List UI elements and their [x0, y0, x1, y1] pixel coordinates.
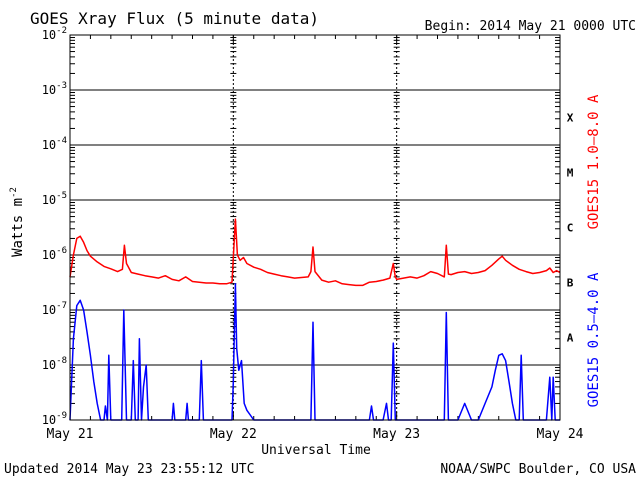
y-axis-label-text: Watts m: [10, 198, 26, 257]
y-tick-exponent: -4: [56, 136, 67, 146]
x-tick-label: May 21: [47, 427, 94, 442]
x-tick-label: May 23: [373, 427, 420, 442]
y-tick-exponent: -2: [56, 26, 67, 36]
y-tick-label: 10-9: [42, 411, 67, 427]
y-tick-label: 10-5: [42, 191, 67, 207]
flare-class-label: A: [567, 332, 574, 345]
y-tick-label: 10-8: [42, 356, 67, 372]
minor-ticks: [69, 35, 561, 420]
legend-series-long: GOES15 1.0–8.0 A: [586, 94, 602, 229]
y-tick-base: 10: [42, 83, 56, 97]
y-tick-exponent: -3: [56, 81, 67, 91]
flare-class-labels: X M C B A: [567, 112, 574, 345]
begin-label: Begin: 2014 May 21 0000 UTC: [425, 19, 636, 34]
chart-title: GOES Xray Flux (5 minute data): [30, 9, 319, 28]
x-tick-label: May 22: [210, 427, 257, 442]
y-axis-label-sup: -2: [9, 187, 19, 198]
y-tick-exponent: -9: [56, 411, 67, 421]
y-tick-label: 10-7: [42, 301, 67, 317]
credit-label: NOAA/SWPC Boulder, CO USA: [440, 462, 636, 477]
flare-class-label: B: [567, 277, 574, 290]
y-tick-base: 10: [42, 303, 56, 317]
y-tick-label: 10-4: [42, 136, 67, 152]
legend-series-short: GOES15 0.5–4.0 A: [586, 272, 602, 407]
y-tick-base: 10: [42, 193, 56, 207]
y-tick-exponent: -7: [56, 301, 67, 311]
y-tick-base: 10: [42, 28, 56, 42]
y-axis-label: Watts m-2: [9, 187, 26, 257]
flare-class-label: M: [567, 167, 574, 180]
y-tick-base: 10: [42, 138, 56, 152]
y-tick-label: 10-2: [42, 26, 67, 42]
y-tick-label: 10-3: [42, 81, 67, 97]
x-tick-labels: May 21 May 22 May 23 May 24: [47, 427, 584, 442]
series-lines: [69, 218, 561, 421]
y-tick-base: 10: [42, 358, 56, 372]
updated-timestamp: Updated 2014 May 23 23:55:12 UTC: [4, 462, 254, 477]
x-tick-label: May 24: [537, 427, 584, 442]
y-tick-exponent: -5: [56, 191, 67, 201]
plot-frame: [69, 34, 561, 421]
y-tick-label: 10-6: [42, 246, 67, 262]
y-tick-base: 10: [42, 413, 56, 427]
flare-class-label: X: [567, 112, 574, 125]
series-line-long: [69, 218, 561, 287]
x-axis-label: Universal Time: [261, 443, 371, 458]
series-line-short: [69, 283, 560, 421]
grid-lines: [70, 34, 560, 421]
y-tick-exponent: -8: [56, 356, 67, 366]
y-tick-base: 10: [42, 248, 56, 262]
y-tick-labels: 10-210-310-410-510-610-710-810-9: [42, 26, 67, 427]
flare-class-label: C: [567, 222, 574, 235]
y-tick-exponent: -6: [56, 246, 67, 256]
